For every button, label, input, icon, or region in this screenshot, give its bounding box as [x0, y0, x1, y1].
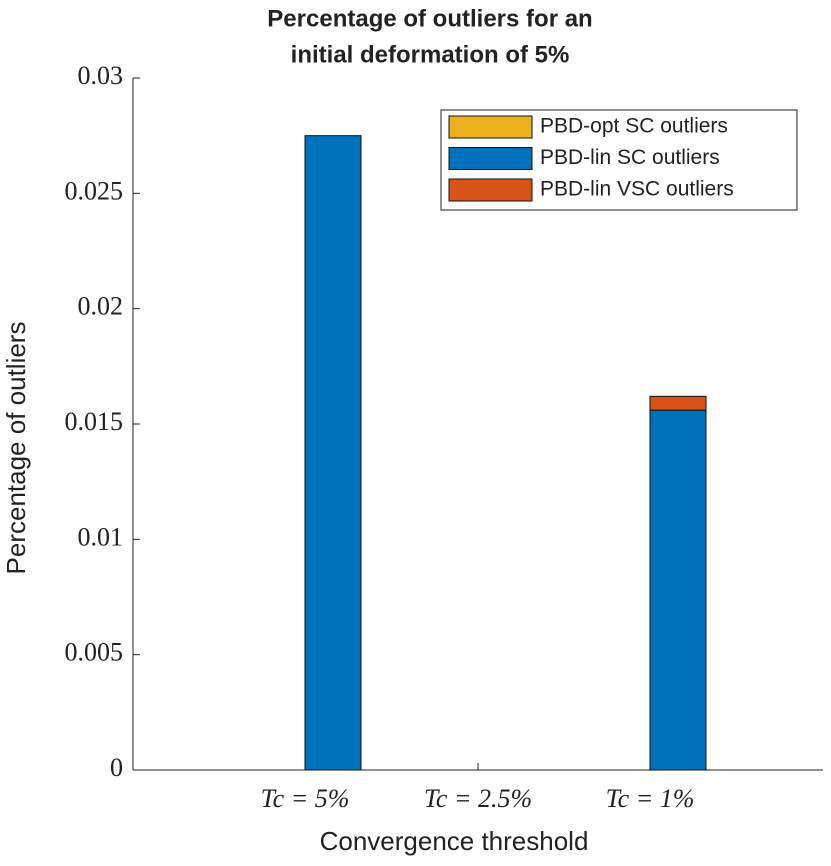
legend-label: PBD-lin VSC outliers — [540, 178, 734, 201]
legend-label: PBD-opt SC outliers — [540, 115, 728, 138]
y-tick-label: 0.015 — [65, 407, 124, 436]
y-tick-label: 0.02 — [78, 292, 124, 321]
x-axis-label: Convergence threshold — [320, 826, 589, 856]
bar — [649, 409, 707, 771]
x-tick-label: Tc = 5% — [261, 784, 350, 813]
x-tick-label: Tc = 1% — [606, 784, 695, 813]
legend-label: PBD-lin SC outliers — [540, 146, 720, 169]
bar — [649, 395, 707, 411]
y-axis-label: Percentage of outliers — [1, 322, 31, 575]
y-tick-label: 0.03 — [78, 61, 124, 90]
chart-title: Percentage of outliers for an — [267, 5, 592, 32]
legend-swatch — [448, 147, 533, 170]
x-tick-label: Tc = 2.5% — [424, 784, 532, 813]
y-tick-label: 0.005 — [65, 638, 124, 667]
y-tick-label: 0 — [110, 753, 123, 782]
legend-swatch — [448, 115, 533, 139]
y-tick-label: 0.01 — [78, 522, 124, 551]
chart-title: initial deformation of 5% — [291, 41, 570, 68]
y-tick-label: 0.025 — [65, 176, 124, 205]
legend-swatch — [448, 178, 533, 202]
bar — [304, 135, 362, 771]
